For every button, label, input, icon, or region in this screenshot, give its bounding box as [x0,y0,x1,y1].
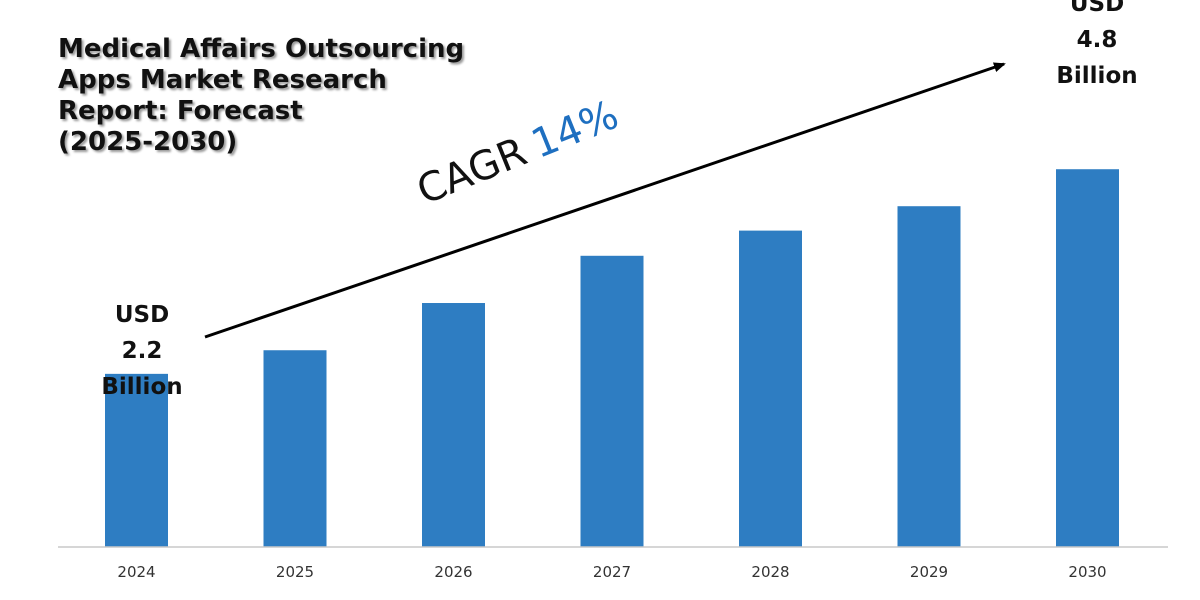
x-tick-label-2027: 2027 [593,563,631,581]
bar-2030 [1056,169,1119,547]
title-line-3: Report: Forecast [58,96,303,126]
bar-2027 [580,255,644,547]
end-unit: Billion [1056,63,1138,89]
bar-2029 [897,206,961,547]
title-line-1: Medical Affairs Outsourcing [58,34,465,64]
bar-2024 [105,373,168,547]
bar-2025 [263,350,327,547]
start-value: 2.2 [121,338,163,364]
title-line-4: (2025-2030) [58,127,238,157]
x-tick-label-2024: 2024 [117,563,155,581]
x-tick-label-2028: 2028 [751,563,789,581]
bar-2028 [739,230,802,547]
title-line-2: Apps Market Research [58,65,387,95]
start-currency: USD [114,302,170,328]
end-currency: USD [1069,0,1125,17]
start-value-callout: USD 2.2 Billion [82,297,202,405]
bar-2026 [422,303,485,547]
x-tick-label-2025: 2025 [276,563,314,581]
chart-title: Medical Affairs Outsourcing Apps Market … [58,34,498,158]
start-unit: Billion [101,374,183,400]
x-tick-label-2030: 2030 [1068,563,1106,581]
x-tick-label-2026: 2026 [434,563,472,581]
end-value: 4.8 [1076,27,1118,53]
end-value-callout: USD 4.8 Billion [1037,0,1157,94]
x-tick-label-2029: 2029 [910,563,948,581]
cagr-trend-arrow [204,62,1006,339]
